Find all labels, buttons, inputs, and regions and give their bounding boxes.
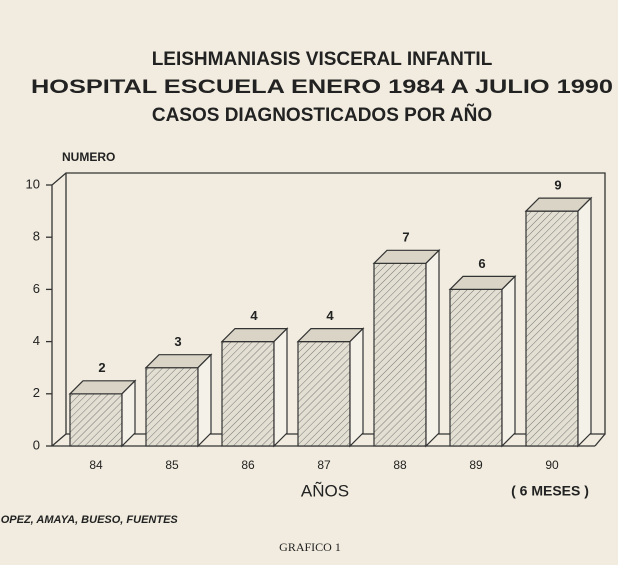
data-label: 4 xyxy=(250,308,258,323)
bar-front xyxy=(221,341,275,447)
bar-front xyxy=(69,393,123,447)
data-label: 4 xyxy=(326,308,334,323)
bar-side xyxy=(273,327,288,448)
bar-side xyxy=(349,327,364,448)
bar-side xyxy=(197,353,212,448)
y-tick-label: 4 xyxy=(33,333,40,348)
bar-side xyxy=(501,274,516,448)
x-tick-label: 88 xyxy=(393,458,407,472)
data-label: 2 xyxy=(98,360,105,375)
x-tick-label: 87 xyxy=(317,458,331,472)
data-label: 3 xyxy=(174,334,181,349)
title-line: HOSPITAL ESCUELA ENERO 1984 A JULIO 1990 xyxy=(31,77,613,98)
bar-front xyxy=(145,367,199,447)
annotation: GRAFICO 1 xyxy=(279,540,341,554)
annotation: LOPEZ, AMAYA, BUESO, FUENTES xyxy=(0,514,178,526)
bar-side xyxy=(425,248,440,448)
x-tick-label: 85 xyxy=(165,458,179,472)
bar-side xyxy=(121,379,136,448)
bar-side xyxy=(577,196,592,448)
data-label: 6 xyxy=(478,256,485,271)
title-line: LEISHMANIASIS VISCERAL INFANTIL xyxy=(152,49,493,70)
x-tick-label: 89 xyxy=(469,458,483,472)
y-tick-label: 0 xyxy=(33,437,40,452)
x-tick-label: 86 xyxy=(241,458,255,472)
annotation: ( 6 MESES ) xyxy=(511,483,589,499)
y-axis-label: NUMERO xyxy=(62,150,115,164)
x-axis-label: AÑOS xyxy=(301,481,349,500)
y-tick-label: 2 xyxy=(33,385,40,400)
bar-front xyxy=(449,288,503,447)
y-tick-label: 6 xyxy=(33,281,40,296)
x-tick-label: 90 xyxy=(545,458,559,472)
x-tick-label: 84 xyxy=(89,458,103,472)
data-label: 9 xyxy=(554,178,561,193)
bar-front xyxy=(373,262,427,447)
y-tick-label: 10 xyxy=(26,176,40,191)
data-label: 7 xyxy=(402,230,409,245)
bar-front xyxy=(297,341,351,447)
title-line: CASOS DIAGNOSTICADOS POR AÑO xyxy=(152,104,492,126)
y-tick-label: 8 xyxy=(33,229,40,244)
bar-front xyxy=(525,210,579,447)
